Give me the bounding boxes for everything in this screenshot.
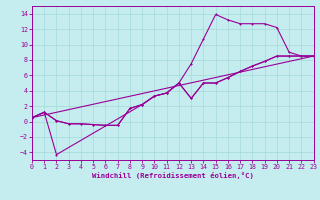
X-axis label: Windchill (Refroidissement éolien,°C): Windchill (Refroidissement éolien,°C) xyxy=(92,172,254,179)
